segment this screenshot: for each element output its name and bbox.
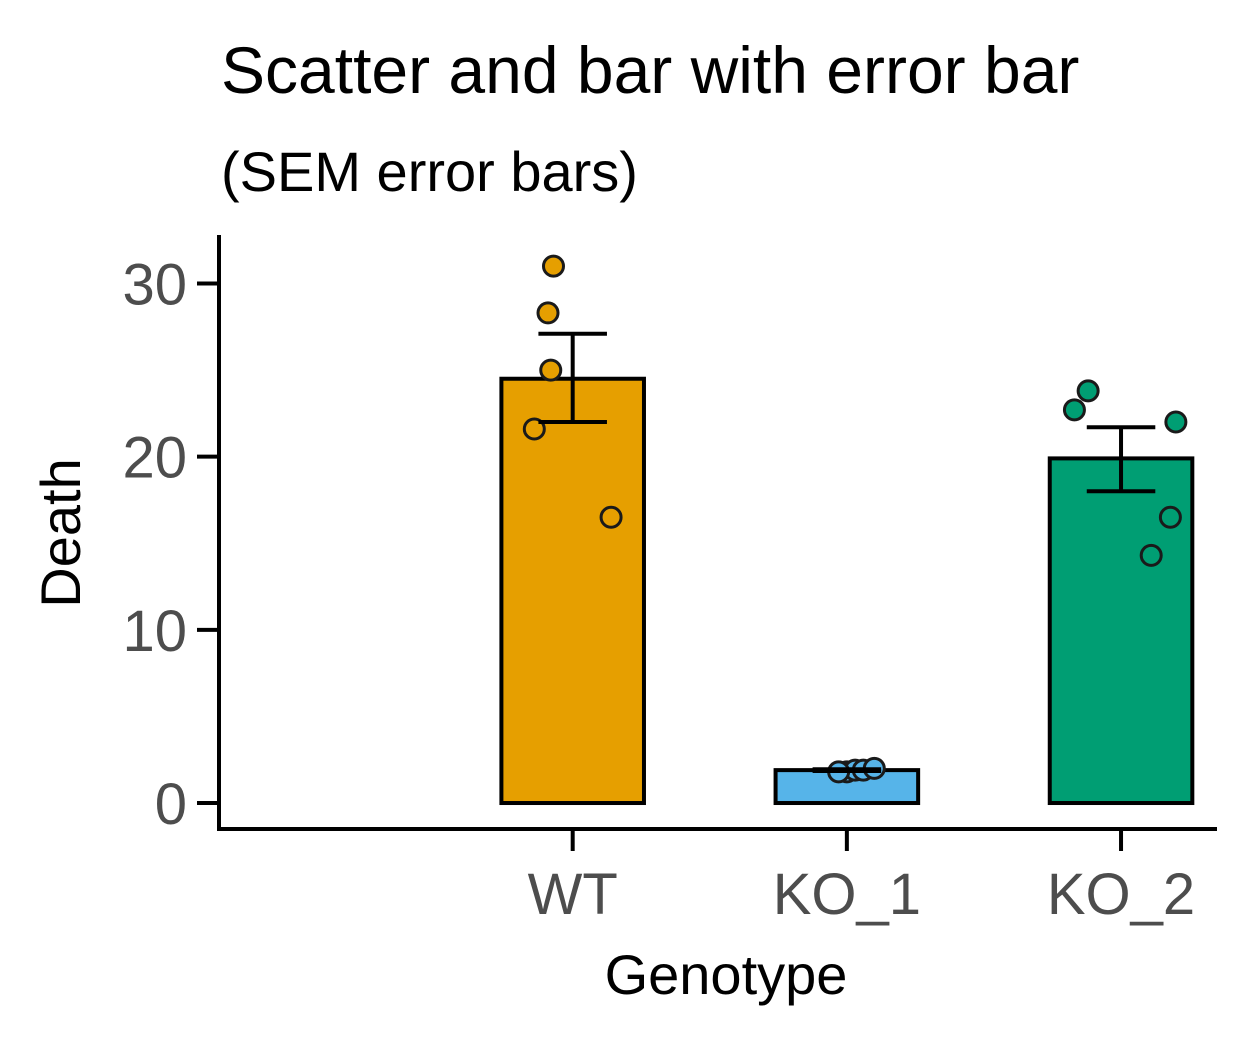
y-tick-label-20: 20 <box>122 426 187 491</box>
x-axis: WT KO_1 KO_2 <box>528 829 1195 927</box>
chart-title: Scatter and bar with error bar <box>221 33 1079 107</box>
y-tick-label-30: 30 <box>122 252 187 317</box>
y-axis: 0 10 20 30 <box>122 252 219 837</box>
data-point-wt-2 <box>536 301 560 325</box>
x-axis-title: Genotype <box>605 943 848 1006</box>
data-point-ko-2-2 <box>1062 398 1086 422</box>
x-tick-label-ko-2: KO_2 <box>1047 862 1195 927</box>
data-point-ko-2-3 <box>1164 410 1188 434</box>
data-point-wt-3 <box>539 358 563 382</box>
error-bar-wt <box>538 331 607 425</box>
y-tick-label-0: 0 <box>155 772 187 837</box>
error-bar-ko-1 <box>812 767 882 773</box>
x-tick-label-wt: WT <box>528 862 618 927</box>
bar-wt <box>499 376 646 806</box>
data-point-ko-2-1 <box>1076 379 1100 403</box>
chart-subtitle: (SEM error bars) <box>221 140 638 203</box>
error-bar-ko-2 <box>1086 425 1156 494</box>
data-point-ko-2-5 <box>1139 543 1163 567</box>
data-point-wt-1 <box>541 254 565 278</box>
y-axis-title: Death <box>29 458 92 607</box>
y-tick-label-10: 10 <box>122 599 187 664</box>
data-point-wt-5 <box>599 505 623 529</box>
x-tick-label-ko-1: KO_1 <box>773 862 921 927</box>
plot-area <box>499 254 1195 806</box>
data-point-ko-2-4 <box>1158 505 1182 529</box>
